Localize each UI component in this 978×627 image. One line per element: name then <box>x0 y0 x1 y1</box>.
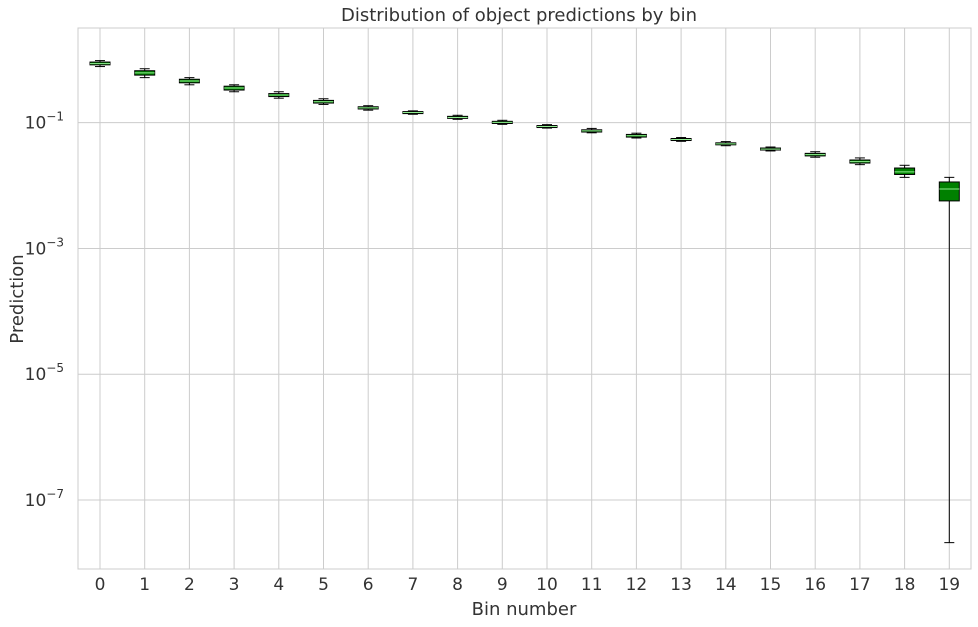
x-tick-label: 6 <box>363 575 374 595</box>
box-bin-9 <box>491 119 513 125</box>
box-bin-19 <box>938 176 960 544</box>
x-axis-label: Bin number <box>472 599 577 620</box>
x-tick-label: 18 <box>894 575 916 595</box>
x-tick-label: 5 <box>318 575 329 595</box>
box-bin-13 <box>670 137 692 142</box>
x-tick-label: 0 <box>95 575 106 595</box>
box-bin-12 <box>625 132 647 139</box>
x-tick-label: 4 <box>273 575 284 595</box>
x-tick-label: 9 <box>497 575 508 595</box>
box-iqr <box>938 181 960 202</box>
x-tick-label: 11 <box>581 575 603 595</box>
box-bin-5 <box>313 98 334 105</box>
x-tick-label: 17 <box>849 575 871 595</box>
x-tick-label: 8 <box>452 575 463 595</box>
x-tick-label: 1 <box>139 575 150 595</box>
x-tick-label: 19 <box>938 575 960 595</box>
y-tick-label: 10−5 <box>25 361 64 385</box>
box-bin-3 <box>223 84 245 93</box>
box-bin-8 <box>447 114 469 120</box>
x-tick-label: 12 <box>626 575 648 595</box>
box-bin-10 <box>536 124 558 129</box>
x-tick-labels: 0 1 2 3 4 5 6 7 8 9 10 11 12 13 14 15 16 17 18 19 <box>95 575 961 595</box>
box-bin-15 <box>760 146 781 152</box>
grid-lines <box>78 28 971 569</box>
y-tick-label: 10−3 <box>25 235 64 259</box>
box-bin-11 <box>581 127 603 134</box>
y-axis-label: Prediction <box>7 254 28 343</box>
plot-frame <box>77 27 972 570</box>
box-bin-1 <box>134 68 156 79</box>
box-bin-4 <box>268 91 290 99</box>
x-tick-label: 16 <box>804 575 826 595</box>
y-tick-label: 10−7 <box>25 487 64 511</box>
y-tick-labels: 10−1 10−3 10−5 10−7 <box>25 110 64 511</box>
y-tick-label: 10−1 <box>25 110 64 134</box>
x-tick-label: 15 <box>760 575 782 595</box>
box-bin-17 <box>849 157 871 166</box>
x-tick-label: 2 <box>184 575 195 595</box>
boxes <box>89 60 960 544</box>
box-bin-6 <box>357 105 379 111</box>
x-tick-label: 10 <box>536 575 558 595</box>
x-tick-label: 3 <box>229 575 240 595</box>
box-bin-2 <box>178 77 200 86</box>
x-tick-label: 14 <box>715 575 737 595</box>
box-bin-7 <box>402 110 424 115</box>
x-tick-label: 7 <box>407 575 418 595</box>
box-bin-14 <box>715 141 737 147</box>
chart-title: Distribution of object predictions by bi… <box>341 5 697 26</box>
box-bin-18 <box>894 164 916 178</box>
box-iqr <box>894 167 916 175</box>
box-bin-0 <box>89 60 111 68</box>
box-bin-16 <box>804 151 826 158</box>
x-tick-label: 13 <box>670 575 692 595</box>
